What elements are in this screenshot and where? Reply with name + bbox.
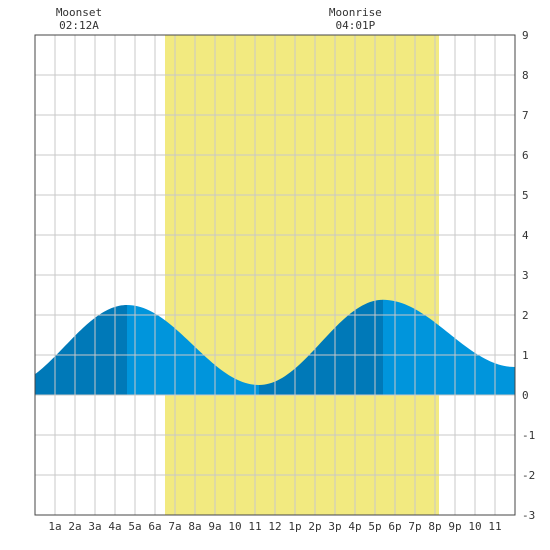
tide-rising-segment: [259, 299, 383, 395]
y-tick-label: 2: [522, 309, 529, 322]
x-tick-label: 2a: [68, 520, 81, 533]
x-tick-labels: 1a 2a 3a 4a 5a 6a 7a 8a 9a 10 11 12 1p 2p 3p 4p 5p 6p 7p 8p…: [48, 520, 501, 533]
x-tick-label: 4a: [108, 520, 121, 533]
x-tick-label: 5p: [368, 520, 381, 533]
y-tick-label: 8: [522, 69, 529, 82]
y-tick-label: 9: [522, 29, 529, 42]
x-tick-label: 1a: [48, 520, 61, 533]
moon-event-time: 04:01P: [335, 19, 375, 32]
x-tick-label: 5a: [128, 520, 141, 533]
y-tick-labels: 9 8 7 6 5 4 3 2 1 0 -1 -2 -3: [522, 29, 535, 522]
x-tick-label: 3a: [88, 520, 101, 533]
x-tick-label: 9a: [208, 520, 221, 533]
x-tick-label: 11: [488, 520, 501, 533]
y-tick-label: 5: [522, 189, 529, 202]
x-tick-label: 6a: [148, 520, 161, 533]
y-tick-label: -2: [522, 469, 535, 482]
x-tick-label: 8p: [428, 520, 441, 533]
x-tick-label: 12: [268, 520, 281, 533]
y-tick-label: 3: [522, 269, 529, 282]
x-tick-label: 1p: [288, 520, 301, 533]
tide-falling-segment: [127, 305, 259, 395]
x-tick-label: 6p: [388, 520, 401, 533]
y-tick-label: 6: [522, 149, 529, 162]
moon-event-time: 02:12A: [59, 19, 99, 32]
y-tick-label: 0: [522, 389, 529, 402]
x-tick-label: 9p: [448, 520, 461, 533]
x-tick-label: 11: [248, 520, 261, 533]
y-tick-label: 4: [522, 229, 529, 242]
x-tick-label: 7a: [168, 520, 181, 533]
y-tick-label: 7: [522, 109, 529, 122]
x-tick-label: 3p: [328, 520, 341, 533]
y-tick-label: -3: [522, 509, 535, 522]
x-tick-label: 4p: [348, 520, 361, 533]
moon-event-label: Moonrise: [329, 6, 382, 19]
x-tick-label: 2p: [308, 520, 321, 533]
moon-event-label: Moonset: [56, 6, 102, 19]
grid-layer: [35, 35, 515, 515]
y-tick-label: 1: [522, 349, 529, 362]
x-tick-label: 10: [468, 520, 481, 533]
x-tick-label: 8a: [188, 520, 201, 533]
tide-area-layer: [35, 299, 515, 395]
plot-border: [34, 34, 516, 516]
x-tick-label: 7p: [408, 520, 421, 533]
x-tick-label: 10: [228, 520, 241, 533]
y-tick-label: -1: [522, 429, 535, 442]
tide-rising-segment: [35, 305, 127, 395]
tide-falling-segment: [383, 299, 515, 395]
